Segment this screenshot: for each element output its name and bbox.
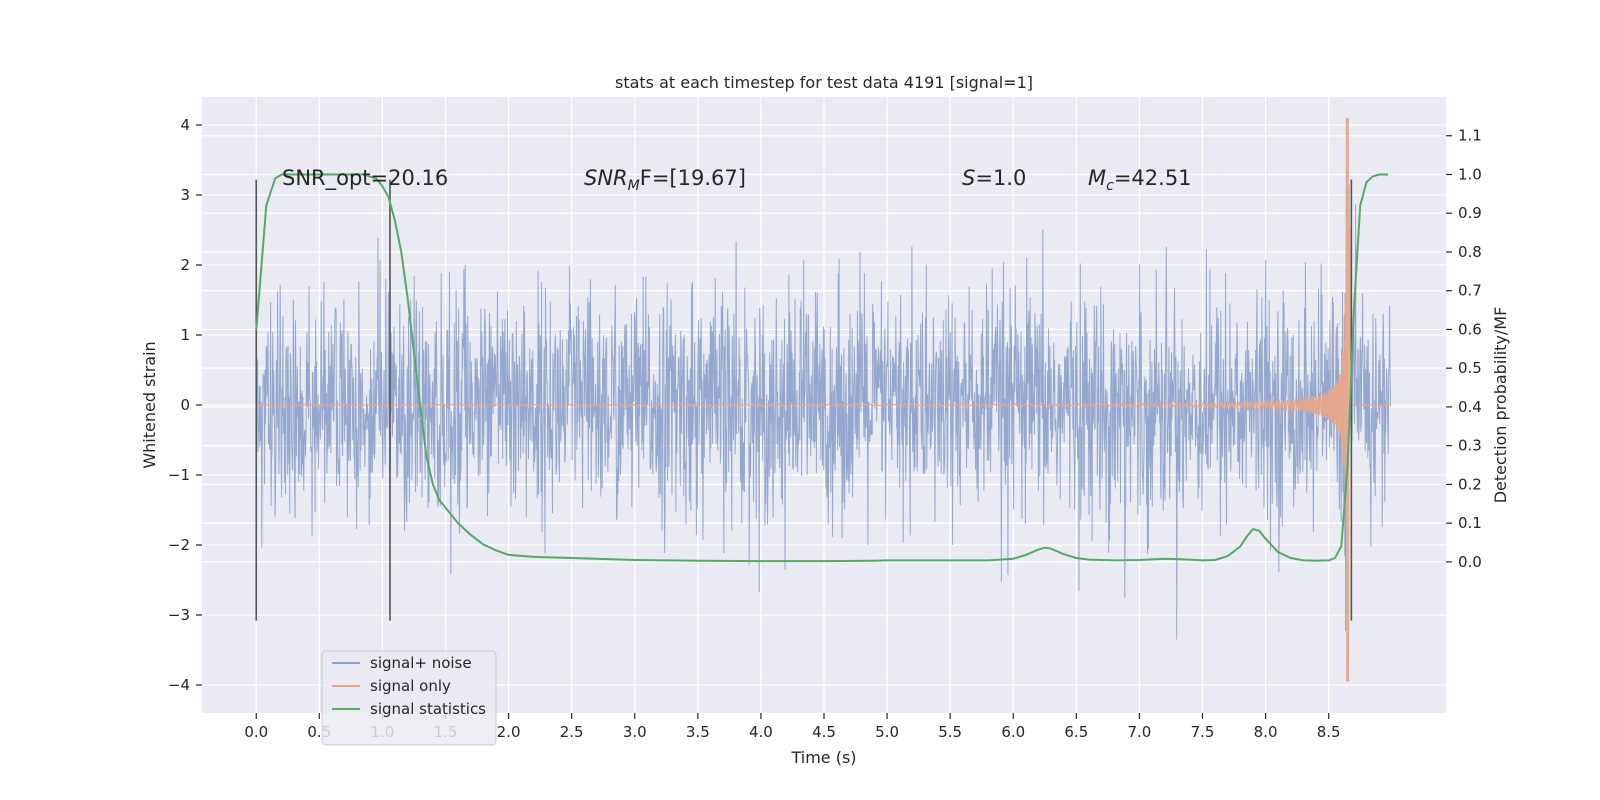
x-tick-label-13: 6.5 <box>1064 723 1088 741</box>
annotation-chirp-mass: Mc=42.51 <box>1088 166 1192 194</box>
y-tick-label-8: −4 <box>168 676 190 694</box>
y-axis-right-label: Detection probability/MF <box>1491 307 1510 504</box>
annotation-s-value: S=1.0 <box>962 166 1026 190</box>
x-tick-label-15: 7.5 <box>1191 723 1215 741</box>
x-tick-label-4: 2.0 <box>497 723 521 741</box>
x-tick-label-9: 4.5 <box>812 723 836 741</box>
y-right-tick-label-9: 0.2 <box>1458 475 1482 493</box>
y-axis-right: 1.1 1.0 0.9 0.8 0.7 0.6 0.5 0.4 0.3 0.2 0.1 0.0 <box>1446 127 1482 571</box>
y-right-tick-label-3: 0.8 <box>1458 243 1482 261</box>
series-signal-only <box>256 117 1391 682</box>
legend-box <box>321 650 497 746</box>
x-tick-label-10: 5.0 <box>875 723 899 741</box>
signal-statistics-line <box>255 173 1388 563</box>
annotation-snr-opt-text: SNR_opt=20.16 <box>282 166 448 191</box>
y-tick-label-4: 0 <box>180 396 190 414</box>
y-tick-label-5: −1 <box>168 466 190 484</box>
y-tick-label-6: −2 <box>168 536 190 554</box>
x-axis-label: Time (s) <box>790 748 856 767</box>
y-axis-left: 4 3 2 1 0 −1 −2 −3 −4 <box>168 116 202 694</box>
x-tick-label-7: 3.5 <box>686 723 710 741</box>
x-tick-label-16: 8.0 <box>1254 723 1278 741</box>
legend-label-signal-statistics: signal statistics <box>370 700 486 718</box>
y-right-tick-label-7: 0.4 <box>1458 398 1482 416</box>
x-tick-label-0: 0.0 <box>244 723 268 741</box>
y-right-tick-label-11: 0.0 <box>1458 553 1482 571</box>
legend-label-signal-noise: signal+ noise <box>370 654 472 672</box>
annotation-snr-mf-sub: M <box>628 178 640 194</box>
x-tick-label-14: 7.0 <box>1127 723 1151 741</box>
annotation-s-main: S <box>962 166 975 190</box>
series-signal-noise <box>255 184 1391 640</box>
y-tick-label-7: −3 <box>168 606 190 624</box>
signal-noise-line <box>255 184 1391 640</box>
y-right-tick-label-10: 0.1 <box>1458 514 1482 532</box>
y-right-tick-label-5: 0.6 <box>1458 320 1482 338</box>
annotation-snr-opt: SNR_opt=20.16 <box>282 166 448 191</box>
y-tick-label-1: 3 <box>180 186 190 204</box>
annotation-mc-rest: =42.51 <box>1114 166 1192 190</box>
annotation-s-rest: =1.0 <box>975 166 1026 190</box>
annotation-mc-main: M <box>1088 166 1106 190</box>
vertical-markers <box>255 179 1353 621</box>
x-tick-label-11: 5.5 <box>938 723 962 741</box>
x-tick-label-17: 8.5 <box>1317 723 1341 741</box>
y-right-tick-label-1: 1.0 <box>1458 165 1482 183</box>
y-right-tick-label-6: 0.5 <box>1458 359 1482 377</box>
x-tick-label-6: 3.0 <box>623 723 647 741</box>
legend-label-signal-only: signal only <box>370 677 451 695</box>
x-tick-label-5: 2.5 <box>560 723 584 741</box>
y-axis-left-label: Whitened strain <box>140 341 159 468</box>
y-right-tick-label-0: 1.1 <box>1458 127 1482 145</box>
y-right-tick-label-2: 0.9 <box>1458 204 1482 222</box>
annotations: SNR_opt=20.16 SNRMF=[19.67] S=1.0 Mc=42.… <box>282 166 1192 194</box>
series-signal-statistics <box>255 173 1388 563</box>
y-right-tick-label-4: 0.7 <box>1458 282 1482 300</box>
chart-title: stats at each timestep for test data 419… <box>615 73 1033 92</box>
y-tick-label-0: 4 <box>180 116 190 134</box>
legend: signal+ noise signal only signal statist… <box>321 650 497 746</box>
annotation-mc-sub: c <box>1106 178 1114 194</box>
y-tick-label-3: 1 <box>180 326 190 344</box>
y-right-tick-label-8: 0.3 <box>1458 437 1482 455</box>
y-tick-label-2: 2 <box>180 256 190 274</box>
x-tick-label-8: 4.0 <box>749 723 773 741</box>
annotation-snr-mf-rest: F=[19.67] <box>640 166 746 190</box>
signal-only-line <box>256 117 1391 682</box>
x-tick-label-12: 6.0 <box>1001 723 1025 741</box>
annotation-snr-mf-main: SNR <box>584 166 628 190</box>
annotation-snr-mf: SNRMF=[19.67] <box>584 166 746 194</box>
